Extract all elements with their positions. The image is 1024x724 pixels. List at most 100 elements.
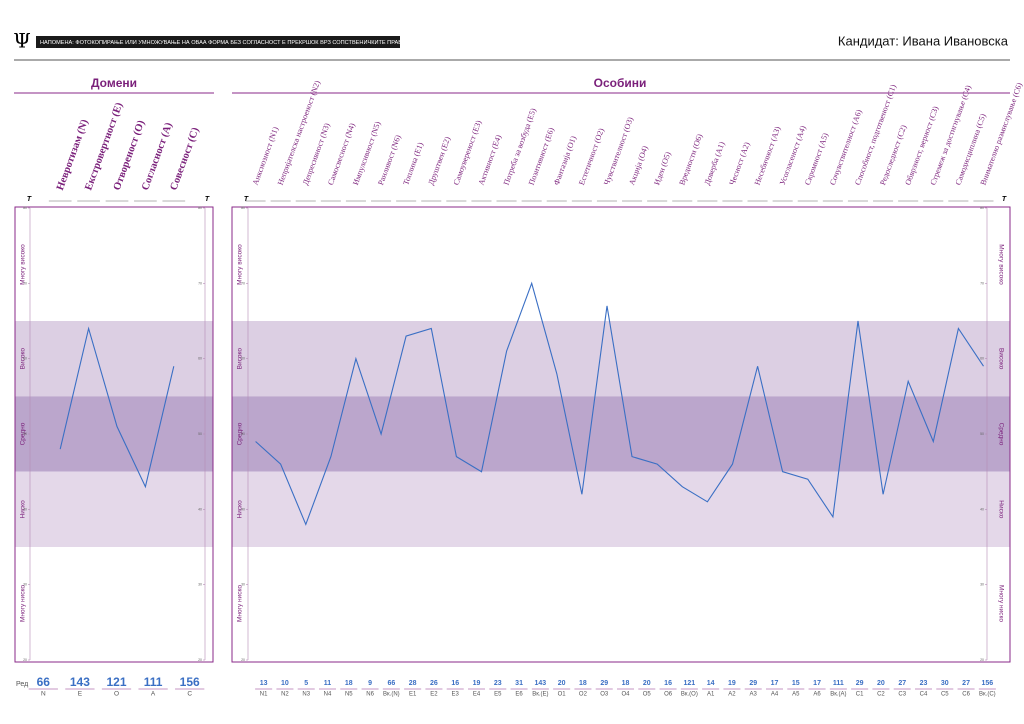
raw-score: 15 bbox=[792, 680, 800, 687]
y-tick-label: 40 bbox=[23, 507, 27, 511]
raw-score: 66 bbox=[37, 675, 51, 689]
raw-code: A bbox=[151, 691, 156, 698]
raw-score: 121 bbox=[106, 675, 126, 689]
category-label: Депресивност (N3) bbox=[301, 121, 332, 186]
y-tick-label: 30 bbox=[23, 583, 27, 587]
level-label: Ниско bbox=[237, 500, 244, 518]
t-marker: T bbox=[27, 196, 32, 203]
raw-code: Вк.(E) bbox=[532, 692, 548, 698]
raw-score: 23 bbox=[920, 680, 928, 687]
raw-score: 19 bbox=[473, 680, 481, 687]
t-marker: T bbox=[244, 196, 249, 203]
notice-bg bbox=[36, 36, 400, 48]
y-tick-label: 70 bbox=[23, 281, 27, 285]
level-label: Многу високо bbox=[20, 244, 27, 285]
category-label: Идеи (O5) bbox=[652, 150, 672, 186]
raw-code: E2 bbox=[430, 692, 438, 698]
raw-code: E6 bbox=[515, 692, 523, 698]
category-label: Несебичност (A3) bbox=[753, 125, 783, 186]
category-label: Естетичност (O2) bbox=[577, 127, 606, 187]
category-label: Топлина (E1) bbox=[401, 141, 425, 187]
category-label: Активност (E4) bbox=[477, 133, 504, 186]
raw-score: 18 bbox=[622, 680, 630, 687]
raw-code: Вк.(N) bbox=[383, 692, 400, 698]
raw-score: 5 bbox=[304, 680, 308, 687]
level-band bbox=[15, 547, 213, 660]
section-title: Особини bbox=[594, 76, 647, 90]
raw-code: C6 bbox=[962, 692, 970, 698]
raw-score: 16 bbox=[451, 680, 459, 687]
level-label: Средно bbox=[237, 422, 244, 445]
profile-line bbox=[255, 281, 984, 526]
level-band bbox=[15, 208, 213, 321]
category-label: Непријателска настроеност (N2) bbox=[276, 79, 322, 186]
raw-code: A6 bbox=[813, 692, 821, 698]
raw-score: 20 bbox=[643, 680, 651, 687]
raw-code: C bbox=[187, 691, 192, 698]
y-tick-label: 30 bbox=[241, 583, 245, 587]
y-tick-label: 30 bbox=[980, 583, 984, 587]
raw-score: 20 bbox=[877, 680, 885, 687]
raw-score: 27 bbox=[962, 680, 970, 687]
level-label: Многу ниско bbox=[20, 585, 27, 622]
raw-code: A5 bbox=[792, 692, 800, 698]
category-label: Вредности (O6) bbox=[677, 132, 704, 186]
category-label: Фантазија (O1) bbox=[552, 134, 578, 186]
level-label: Средно bbox=[997, 423, 1004, 446]
level-label: Ниско bbox=[997, 500, 1004, 518]
y-tick-label: 80 bbox=[980, 206, 984, 210]
logo: Ψ bbox=[13, 29, 31, 53]
level-label: Средно bbox=[20, 422, 27, 445]
category-label: Позитивност (E6) bbox=[527, 126, 556, 186]
raw-code: O3 bbox=[600, 692, 609, 698]
y-tick-label: 40 bbox=[198, 507, 202, 511]
y-tick-label: 80 bbox=[241, 206, 245, 210]
raw-label: Ред bbox=[16, 681, 28, 688]
raw-code: O5 bbox=[643, 692, 652, 698]
raw-code: N2 bbox=[281, 692, 289, 698]
section-title: Домени bbox=[91, 76, 137, 90]
raw-score: 30 bbox=[941, 680, 949, 687]
raw-score: 29 bbox=[749, 680, 757, 687]
level-label: Високо bbox=[997, 348, 1004, 370]
raw-code: A4 bbox=[771, 692, 779, 698]
level-label: Високо bbox=[20, 348, 27, 370]
level-label: Високо bbox=[237, 348, 244, 370]
level-label: Многу ниско bbox=[997, 585, 1004, 622]
level-band bbox=[15, 471, 213, 547]
raw-code: Вк.(O) bbox=[681, 692, 698, 698]
y-tick-label: 60 bbox=[980, 357, 984, 361]
level-label: Многу високо bbox=[237, 244, 244, 285]
raw-score: 121 bbox=[684, 680, 696, 687]
raw-code: N3 bbox=[302, 692, 310, 698]
raw-score: 10 bbox=[281, 680, 289, 687]
category-label: Редоследност (C2) bbox=[878, 123, 908, 186]
raw-score: 31 bbox=[515, 680, 523, 687]
y-tick-label: 20 bbox=[23, 658, 27, 662]
raw-code: A3 bbox=[750, 692, 758, 698]
y-tick-label: 50 bbox=[23, 432, 27, 436]
raw-code: E1 bbox=[409, 692, 417, 698]
raw-code: A1 bbox=[707, 692, 715, 698]
raw-code: E3 bbox=[452, 692, 460, 698]
y-tick-label: 60 bbox=[241, 357, 245, 361]
y-tick-label: 40 bbox=[980, 507, 984, 511]
y-tick-label: 50 bbox=[198, 432, 202, 436]
raw-code: O1 bbox=[558, 692, 567, 698]
profile-line bbox=[59, 326, 175, 489]
raw-score: 28 bbox=[409, 680, 417, 687]
level-label: Многу ниско bbox=[237, 585, 244, 622]
y-tick-label: 60 bbox=[198, 357, 202, 361]
category-label: Усогласеност (A4) bbox=[778, 124, 808, 186]
y-tick-label: 80 bbox=[23, 206, 27, 210]
t-marker: T bbox=[1002, 196, 1007, 203]
category-label: Друштвен (E2) bbox=[426, 135, 452, 186]
raw-code: N4 bbox=[324, 692, 332, 698]
raw-code: C2 bbox=[877, 692, 885, 698]
category-label: Согласност (A) bbox=[140, 121, 175, 192]
y-tick-label: 50 bbox=[241, 432, 245, 436]
level-label: Ниско bbox=[20, 500, 27, 518]
raw-score: 17 bbox=[771, 680, 779, 687]
y-tick-label: 20 bbox=[980, 658, 984, 662]
